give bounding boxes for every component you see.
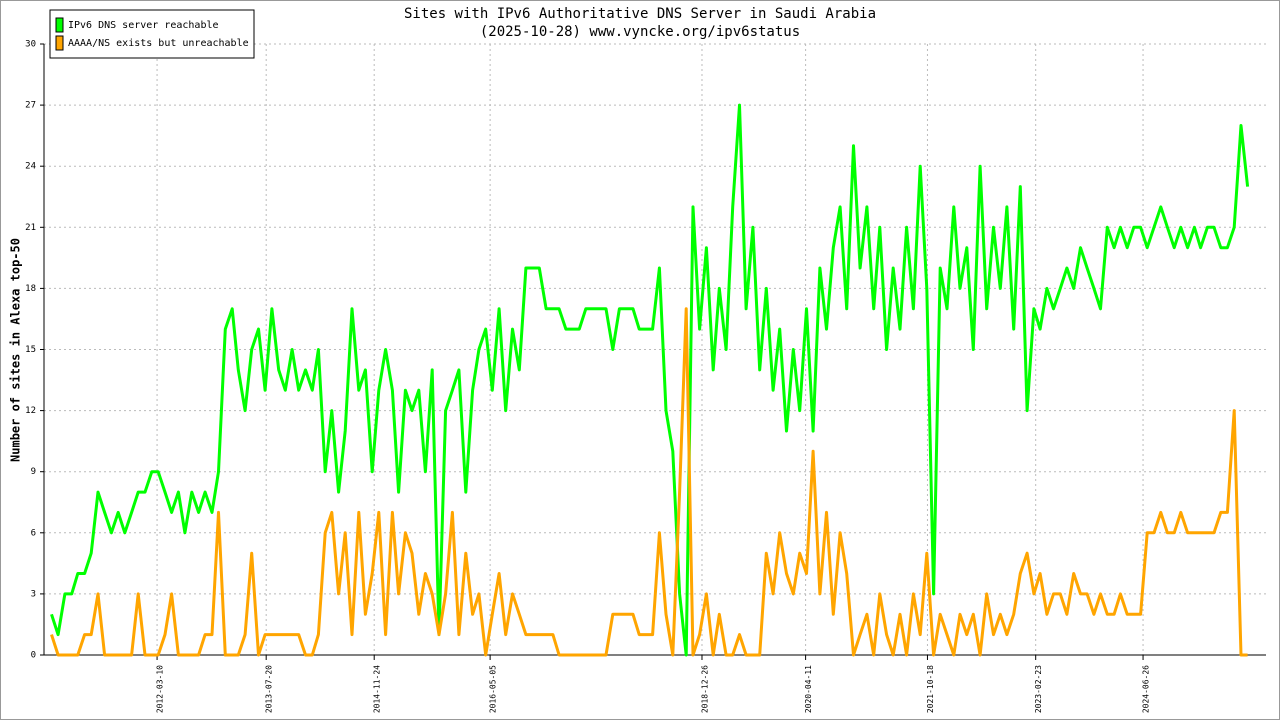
y-tick-label: 12 [25,406,36,416]
y-tick-label: 0 [31,651,36,661]
x-tick-label: 2016-05-05 [489,665,498,713]
y-tick-label: 15 [25,345,36,355]
y-tick-label: 30 [25,40,36,50]
y-tick-label: 6 [31,528,36,538]
y-axis-label: Number of sites in Alexa top-50 [9,238,23,462]
y-tick-label: 24 [25,162,36,172]
chart-subtitle: (2025-10-28) www.vyncke.org/ipv6status [480,24,800,40]
legend-label: IPv6 DNS server reachable [68,20,219,31]
legend-swatch [55,35,64,51]
y-tick-label: 21 [25,223,36,233]
x-tick-label: 2012-03-10 [156,665,165,713]
legend-label: AAAA/NS exists but unreachable [68,38,249,49]
series-line [50,307,1248,657]
x-tick-label: 2024-06-26 [1142,665,1151,713]
y-tick-label: 3 [31,589,36,599]
legend-box [49,9,255,59]
series-line [50,103,1250,657]
x-tick-label: 2023-02-23 [1034,665,1043,713]
x-tick-label: 2018-12-26 [700,665,709,713]
x-tick-label: 2020-04-11 [804,665,813,713]
x-tick-label: 2021-10-18 [926,665,935,713]
legend-swatch [55,17,64,33]
x-tick-label: 2014-11-24 [373,665,382,713]
y-tick-label: 18 [25,284,36,294]
y-tick-label: 9 [31,467,36,477]
chart-title: Sites with IPv6 Authoritative DNS Server… [404,6,876,22]
x-tick-label: 2013-07-20 [265,665,274,713]
y-tick-label: 27 [25,101,36,111]
